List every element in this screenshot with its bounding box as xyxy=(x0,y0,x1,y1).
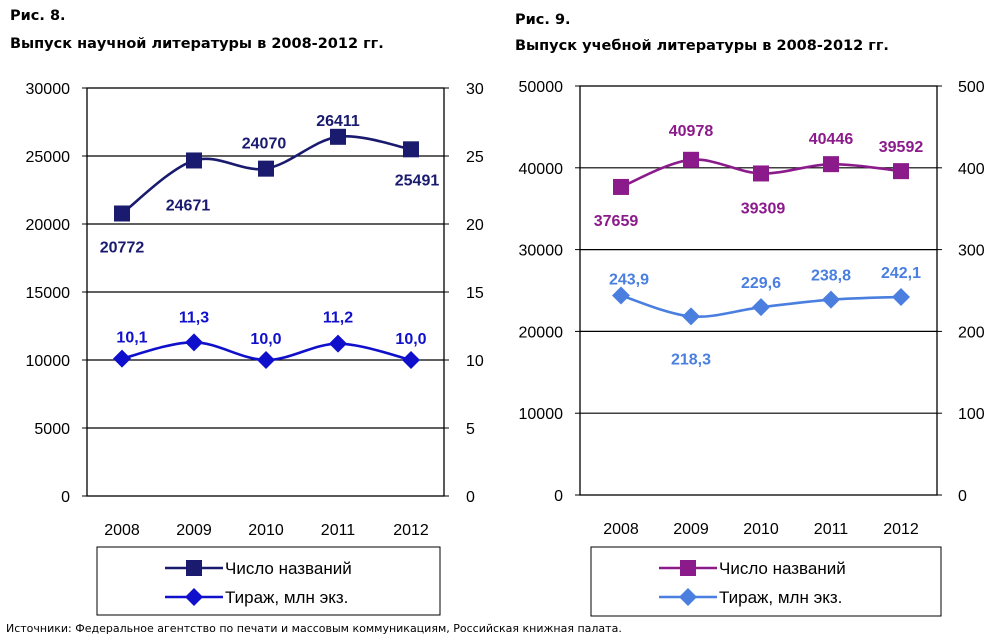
data-label: 39309 xyxy=(741,200,786,217)
data-point-diamond xyxy=(402,351,420,369)
data-label: 10,0 xyxy=(395,331,426,348)
x-tick-label: 2010 xyxy=(743,521,779,538)
data-label: 24671 xyxy=(166,197,211,214)
data-label: 24070 xyxy=(242,136,287,153)
data-point-diamond xyxy=(113,349,131,368)
legend-box xyxy=(590,546,942,617)
data-point-diamond xyxy=(185,333,203,352)
x-tick-label: 2011 xyxy=(814,521,849,538)
y-left-tick-label: 0 xyxy=(554,488,563,505)
legend-entry: Тираж, млн экз. xyxy=(719,588,842,607)
chart-svg: 0 10000 20000 30000 40000 50000 0 100 200 300 400 5… xyxy=(519,79,985,617)
data-point-square xyxy=(753,165,769,182)
chart-title: Выпуск научной литературы в 2008-2012 гг… xyxy=(10,36,384,52)
data-point-square xyxy=(613,178,629,195)
data-label: 11,2 xyxy=(323,310,353,327)
chart-right: Рис. 9. Выпуск учебной литературы в 2008… xyxy=(500,0,1000,620)
y-left-tick-label: 50000 xyxy=(519,79,564,96)
y-right-tick-label: 10 xyxy=(466,353,484,370)
data-label: 20772 xyxy=(100,240,145,257)
data-label: 243,9 xyxy=(609,271,649,288)
y-right-tick-label: 5 xyxy=(466,421,475,438)
chart-svg: 0 5000 10000 15000 20000 25000 30000 0 5 10 15 20 25… xyxy=(26,81,484,616)
plot-area xyxy=(579,85,938,496)
y-right-tick-label: 25 xyxy=(466,149,484,166)
x-tick-label: 2012 xyxy=(883,521,919,538)
data-point-diamond xyxy=(682,307,700,326)
chart-title: Выпуск учебной литературы в 2008-2012 гг… xyxy=(515,38,889,54)
y-left-tick-label: 40000 xyxy=(519,161,564,178)
data-label: 37659 xyxy=(594,213,639,230)
x-tick-label: 2009 xyxy=(176,522,212,539)
x-tick-label: 2009 xyxy=(673,521,709,538)
y-right-tick-label: 0 xyxy=(466,489,475,506)
data-label: 10,0 xyxy=(250,331,281,348)
legend-box xyxy=(96,546,441,616)
y-left-tick-label: 10000 xyxy=(519,406,564,423)
legend: Число названий Тираж, млн экз. xyxy=(96,546,441,616)
data-point-diamond xyxy=(752,298,770,317)
y-left-tick-label: 10000 xyxy=(26,353,71,370)
data-point-square xyxy=(114,205,130,222)
data-label: 242,1 xyxy=(881,265,921,282)
plot-area xyxy=(86,87,445,497)
data-label: 40446 xyxy=(809,131,854,148)
figure-number: Рис. 9. xyxy=(515,12,571,28)
x-tick-label: 2011 xyxy=(321,522,356,539)
y-left-tick-label: 20000 xyxy=(519,324,564,341)
data-label: 218,3 xyxy=(671,351,711,368)
legend-entry: Число названий xyxy=(719,559,846,578)
data-label: 40978 xyxy=(669,123,714,140)
source-note: Источники: Федеральное агентство по печа… xyxy=(6,622,622,635)
legend-square-marker xyxy=(680,560,696,576)
data-point-diamond xyxy=(822,290,840,309)
legend-diamond-marker xyxy=(185,588,203,606)
x-tick-label: 2008 xyxy=(603,521,639,538)
data-point-diamond xyxy=(892,287,910,306)
y-right-tick-label: 15 xyxy=(466,285,484,302)
y-right-tick-label: 100 xyxy=(958,406,985,423)
data-point-square xyxy=(683,151,699,168)
y-left-tick-label: 20000 xyxy=(26,217,71,234)
data-point-square xyxy=(403,141,419,158)
figure-number: Рис. 8. xyxy=(10,8,66,24)
y-right-tick-label: 0 xyxy=(958,488,967,505)
data-label: 11,3 xyxy=(179,309,209,326)
data-point-diamond xyxy=(257,351,275,369)
y-left-tick-label: 25000 xyxy=(26,149,71,166)
data-point-diamond xyxy=(612,286,630,305)
legend-square-marker xyxy=(186,560,202,576)
x-tick-label: 2012 xyxy=(393,522,429,539)
data-point-square xyxy=(893,163,909,180)
y-left-tick-label: 30000 xyxy=(26,81,71,98)
data-label: 10,1 xyxy=(116,330,147,347)
legend-diamond-marker xyxy=(679,588,697,606)
data-label: 39592 xyxy=(879,139,924,156)
y-right-tick-label: 400 xyxy=(958,161,985,178)
data-point-square xyxy=(258,160,274,177)
x-tick-label: 2010 xyxy=(248,522,284,539)
y-right-tick-label: 200 xyxy=(958,324,985,341)
data-point-square xyxy=(330,128,346,145)
data-point-diamond xyxy=(329,334,347,353)
data-label: 25491 xyxy=(395,172,440,189)
x-tick-label: 2008 xyxy=(104,522,140,539)
y-left-tick-label: 0 xyxy=(61,489,70,506)
legend-entry: Число названий xyxy=(225,559,352,578)
y-right-tick-label: 500 xyxy=(958,79,985,96)
data-point-square xyxy=(186,152,202,169)
y-left-tick-label: 15000 xyxy=(26,285,71,302)
y-left-tick-label: 30000 xyxy=(519,243,564,260)
legend: Число названий Тираж, млн экз. xyxy=(590,546,942,617)
chart-left: Рис. 8. Выпуск научной литературы в 2008… xyxy=(0,0,500,620)
y-left-tick-label: 5000 xyxy=(34,421,70,438)
data-label: 26411 xyxy=(316,113,360,130)
data-label: 238,8 xyxy=(811,268,851,285)
data-point-square xyxy=(823,156,839,173)
y-right-tick-label: 30 xyxy=(466,81,484,98)
y-right-tick-label: 300 xyxy=(958,243,985,260)
legend-entry: Тираж, млн экз. xyxy=(225,588,348,607)
data-label: 229,6 xyxy=(741,275,781,292)
y-right-tick-label: 20 xyxy=(466,217,484,234)
